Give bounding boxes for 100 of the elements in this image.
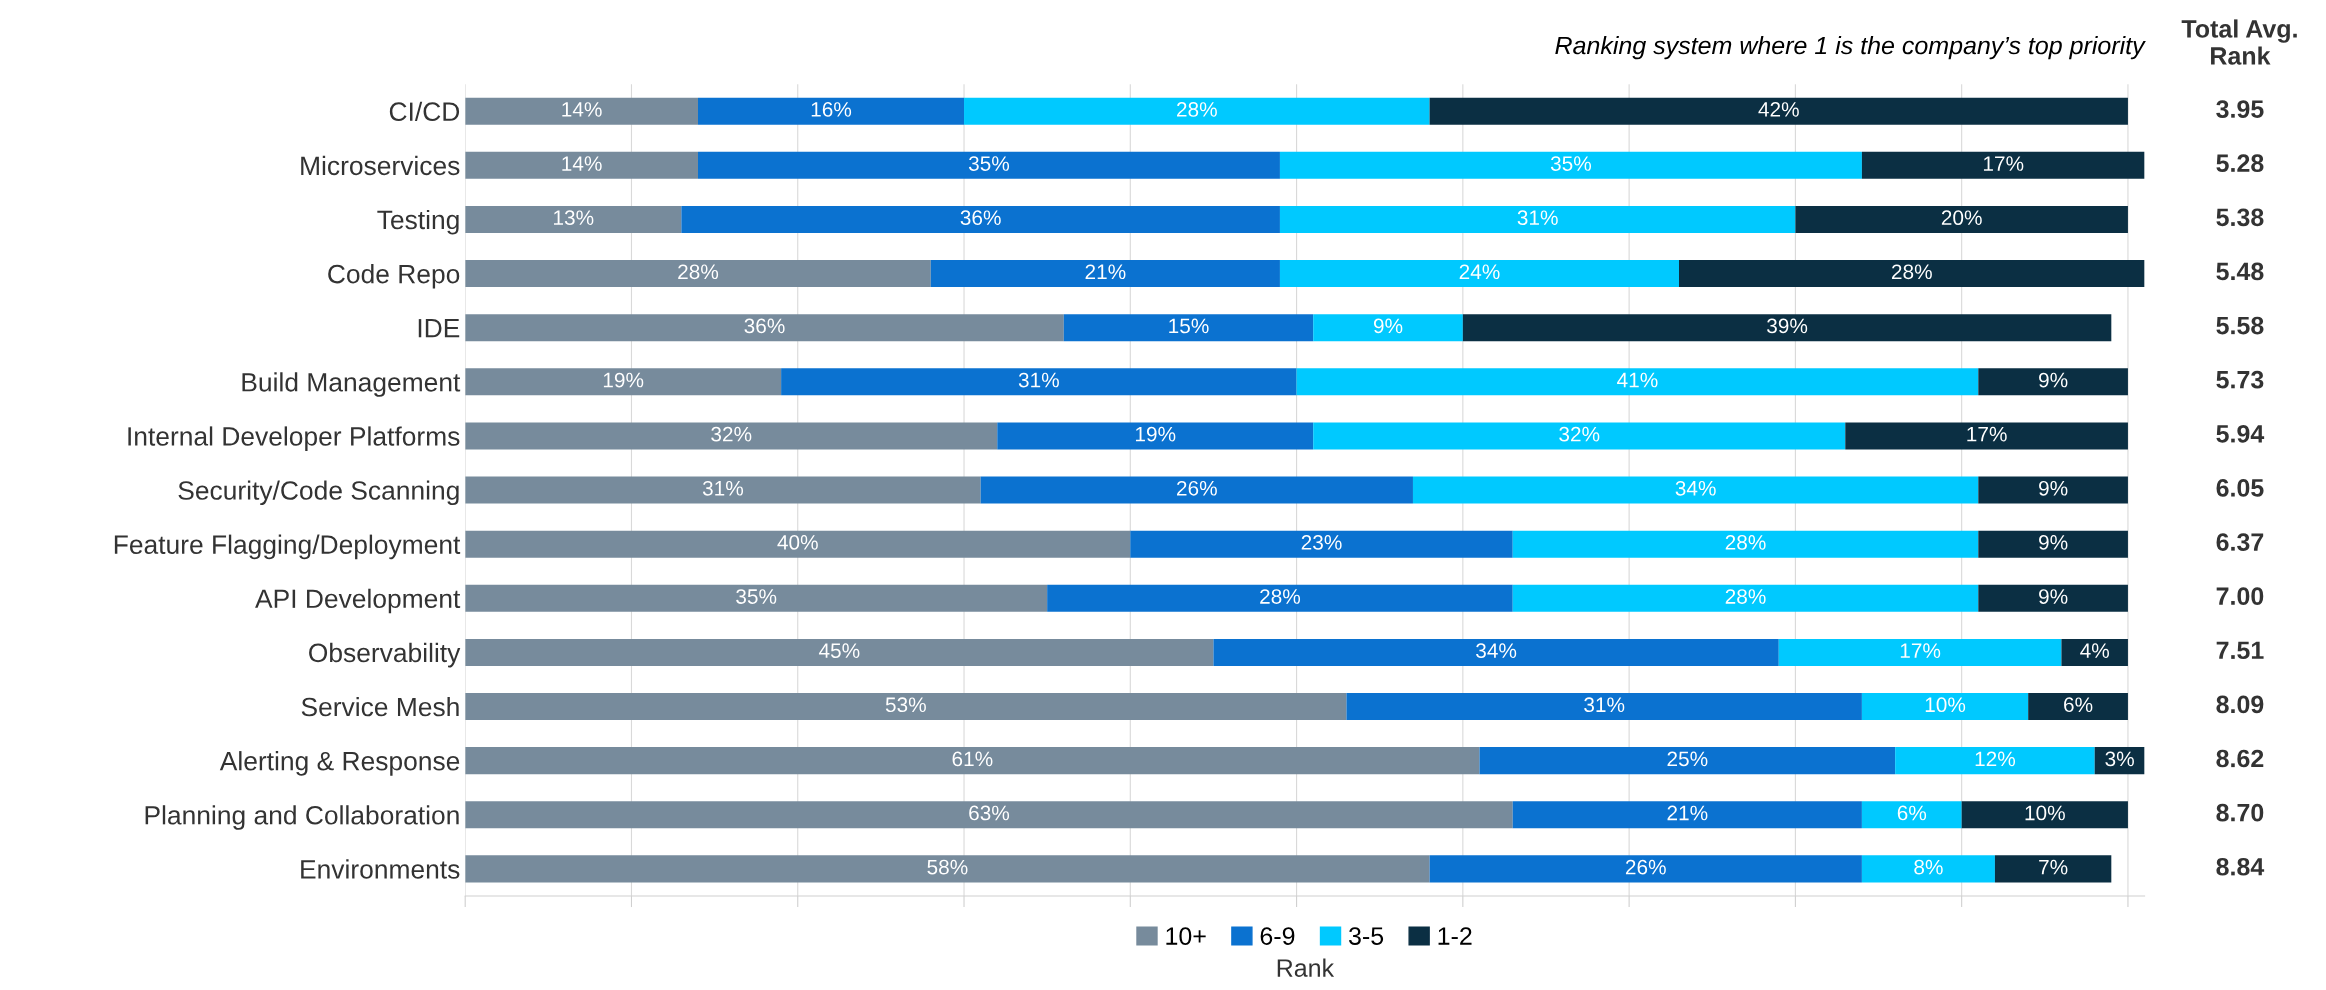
- data-label: 21%: [1085, 264, 1126, 280]
- bar: [1279, 260, 1679, 288]
- text: 6.37: [2216, 533, 2264, 551]
- data-label: 32%: [1559, 426, 1600, 442]
- text: 5.73: [2216, 370, 2264, 389]
- data-label: 35%: [968, 156, 1010, 171]
- bar: [465, 260, 931, 288]
- data-label: 35%: [736, 589, 777, 604]
- bar: [465, 801, 1513, 829]
- bar: [1895, 747, 2095, 775]
- data-label: 9%: [2039, 372, 2068, 388]
- data-label: 9%: [2039, 589, 2068, 604]
- data-label: 6%: [2064, 697, 2093, 713]
- y-tick-label: Environments: [301, 859, 460, 879]
- data-label: 8%: [1914, 859, 1943, 875]
- bar: [1679, 260, 2145, 288]
- bar: [1994, 855, 2112, 883]
- data-label: 24%: [1459, 264, 1500, 280]
- bar: [1978, 476, 2128, 504]
- data-label: 34%: [1675, 480, 1716, 496]
- data-label: 40%: [777, 535, 818, 550]
- data-label: 28%: [678, 264, 719, 280]
- bar: [1429, 97, 2128, 125]
- y-tick-label: Testing: [377, 209, 459, 235]
- data-label: 9%: [2039, 480, 2068, 496]
- data-label: 13%: [554, 210, 594, 226]
- data-label: 9%: [2039, 535, 2068, 550]
- bar: [1861, 151, 2145, 179]
- bar: [1978, 530, 2128, 558]
- bar: [1047, 584, 1513, 612]
- text: 5.28: [2216, 154, 2264, 173]
- data-label: 19%: [603, 372, 644, 388]
- data-label: 26%: [1177, 480, 1217, 496]
- data-label: 42%: [1758, 102, 1799, 117]
- bar: [1861, 693, 2029, 721]
- bar: [465, 97, 698, 125]
- bar: [465, 584, 1048, 612]
- data-label: 35%: [1550, 156, 1592, 171]
- data-label: 41%: [1617, 372, 1658, 388]
- data-label: 4%: [2080, 643, 2109, 658]
- data-label: 17%: [1983, 156, 2024, 171]
- data-label: 26%: [1625, 859, 1666, 875]
- data-label: 10%: [2025, 805, 2065, 821]
- data-label: 6%: [1897, 805, 1927, 821]
- legend-label: 10+: [1166, 927, 1206, 945]
- bar: [465, 205, 682, 233]
- data-label: 10%: [1925, 697, 1966, 713]
- bar: [997, 422, 1314, 450]
- bar: [1213, 638, 1779, 666]
- y-tick-label: API Development: [255, 588, 461, 614]
- text: 5.38: [2216, 208, 2264, 227]
- data-label: 28%: [1177, 102, 1217, 117]
- y-tick-label: Alerting & Response: [219, 751, 460, 776]
- data-label: 21%: [1667, 805, 1708, 821]
- text: 8.84: [2216, 857, 2265, 876]
- bar: [1961, 801, 2128, 829]
- bar: [1412, 476, 1979, 504]
- data-label: 7%: [2039, 859, 2068, 875]
- bar: [1130, 530, 1513, 558]
- bar: [465, 314, 1064, 342]
- y-tick-label: Security/Code Scanning: [178, 480, 459, 506]
- y-tick-label: Service Mesh: [301, 696, 459, 717]
- bar: [465, 422, 998, 450]
- data-label: 19%: [1135, 426, 1176, 442]
- text: 6.05: [2216, 479, 2264, 497]
- bar: [2061, 638, 2128, 666]
- data-label: 53%: [885, 697, 926, 713]
- data-label: 31%: [1517, 210, 1558, 226]
- bar: [1479, 747, 1896, 775]
- bar: [1296, 368, 1979, 396]
- data-label: 14%: [562, 156, 602, 171]
- data-label: 31%: [1584, 697, 1625, 713]
- data-label: 28%: [1725, 535, 1766, 550]
- y-tick-label: Internal Developer Platforms: [128, 426, 460, 451]
- bar: [465, 476, 981, 504]
- data-label: 61%: [952, 751, 993, 767]
- bar: [465, 368, 782, 396]
- bar: [697, 97, 965, 125]
- text: 7.51: [2216, 641, 2264, 660]
- legend-label: 1-2: [1438, 927, 1472, 945]
- y-tick-label: Microservices: [301, 155, 460, 176]
- data-label: 31%: [702, 480, 744, 496]
- bar: [697, 151, 1280, 179]
- text: 5.94: [2216, 424, 2265, 443]
- bar: [1978, 368, 2128, 396]
- bar: [1795, 205, 2128, 233]
- data-label: 12%: [1975, 751, 2016, 767]
- bar: [1346, 693, 1862, 721]
- data-label: 36%: [960, 210, 1001, 226]
- text: 5.48: [2216, 262, 2264, 281]
- bar: [1279, 205, 1796, 233]
- data-label: 45%: [818, 643, 860, 658]
- bar: [1512, 584, 1979, 612]
- bar: [1845, 422, 2128, 450]
- bar: [1512, 530, 1979, 558]
- bar: [1429, 855, 1862, 883]
- text: 8.70: [2216, 803, 2264, 822]
- y-tick-label: Code Repo: [328, 264, 460, 289]
- bar: [1313, 314, 1463, 342]
- chart-subtitle: Ranking system where 1 is the company’s top priority: [1555, 35, 2146, 60]
